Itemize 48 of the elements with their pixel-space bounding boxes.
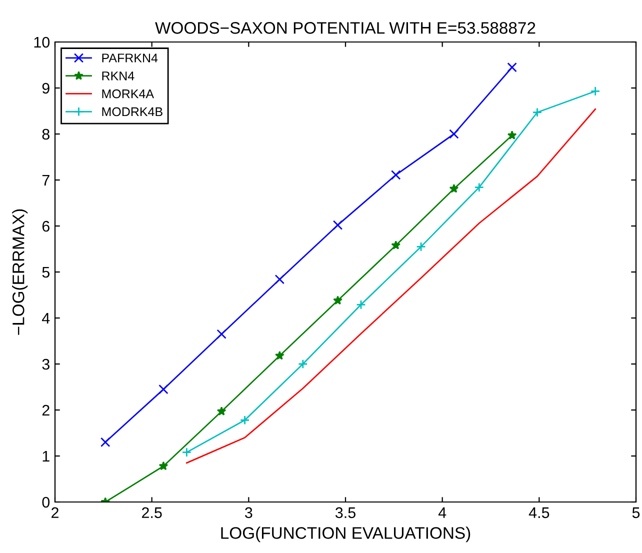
point bbox=[158, 461, 168, 470]
point bbox=[507, 130, 517, 140]
point bbox=[158, 384, 168, 394]
point bbox=[274, 350, 284, 360]
legend-label: PAFRKN4 bbox=[102, 54, 158, 62]
legend-label: MODRK4B bbox=[102, 107, 162, 116]
point bbox=[390, 170, 401, 180]
point bbox=[507, 62, 517, 72]
y-tick-label: 4 bbox=[42, 313, 50, 324]
y-tick-label: 0 bbox=[42, 496, 50, 508]
x-tick-label: 2.5 bbox=[142, 507, 162, 518]
legend-label: MORK4A bbox=[102, 89, 154, 98]
point bbox=[416, 242, 426, 252]
point bbox=[474, 182, 484, 192]
y-tick-label: 10 bbox=[34, 36, 50, 48]
chart-title: WOODS−SAXON POTENTIAL WITH E=53.588872 bbox=[155, 22, 536, 34]
point bbox=[532, 108, 542, 118]
x-tick-label: 4 bbox=[438, 507, 446, 518]
y-tick-label: 7 bbox=[42, 175, 50, 186]
y-tick-label: 9 bbox=[42, 82, 50, 94]
point bbox=[240, 415, 250, 425]
x-tick-label: 5 bbox=[632, 507, 640, 518]
point bbox=[274, 274, 285, 284]
point bbox=[298, 359, 308, 369]
y-tick-label: 8 bbox=[42, 128, 50, 140]
y-tick-label: 5 bbox=[42, 267, 50, 278]
y-tick-label: 1 bbox=[42, 451, 50, 462]
x-tick-label: 2 bbox=[52, 507, 58, 518]
point bbox=[356, 300, 366, 310]
y-tick-label: 3 bbox=[42, 358, 50, 370]
point bbox=[590, 86, 600, 96]
legend-label: RKN4 bbox=[102, 72, 134, 80]
point bbox=[216, 329, 226, 339]
point bbox=[100, 437, 110, 448]
x-axis-title: LOG(FUNCTION EVALUATIONS) bbox=[221, 526, 470, 542]
point bbox=[216, 406, 226, 416]
point bbox=[449, 129, 459, 139]
y-tick-label: 2 bbox=[42, 404, 50, 416]
y-tick-label: 6 bbox=[42, 220, 50, 232]
point bbox=[332, 220, 343, 230]
point bbox=[182, 447, 192, 458]
point bbox=[449, 184, 459, 193]
x-tick-label: 3 bbox=[245, 507, 252, 518]
x-tick-label: 4.5 bbox=[528, 507, 550, 518]
x-tick-label: 3.5 bbox=[335, 507, 356, 518]
y-axis-title: −LOG(ERRMAX) bbox=[12, 209, 28, 335]
point bbox=[333, 296, 342, 305]
point bbox=[391, 240, 401, 250]
